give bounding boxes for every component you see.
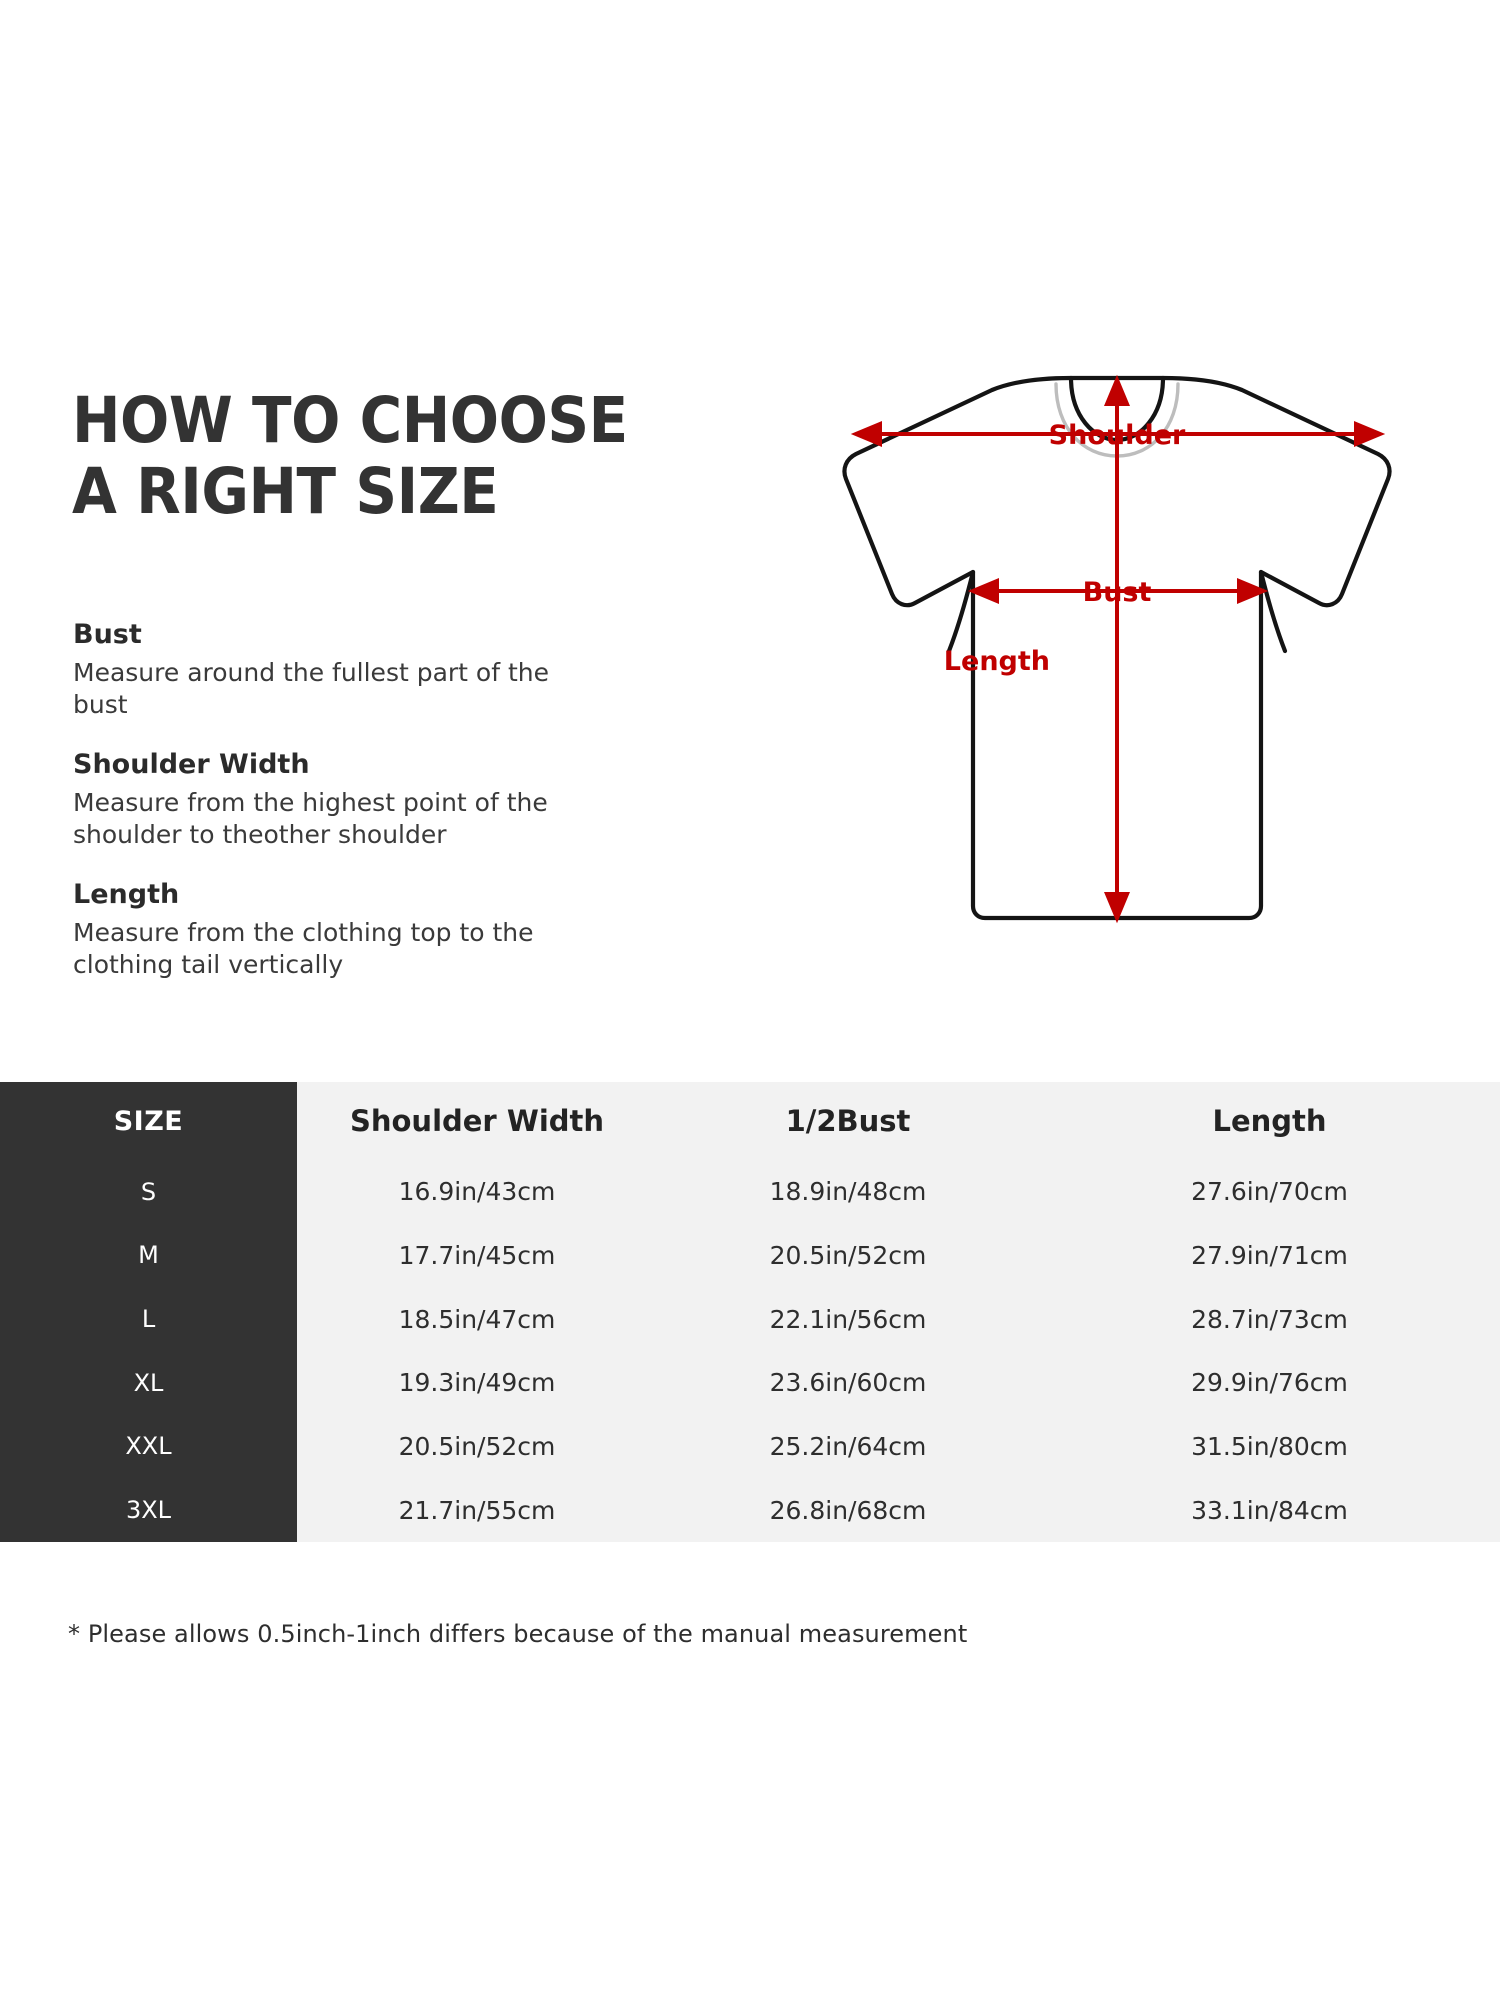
table-row: XL 19.3in/49cm 23.6in/60cm 29.9in/76cm (0, 1351, 1500, 1415)
data-columns-background (297, 1082, 1500, 1542)
measurement-disclaimer: * Please allows 0.5inch-1inch differs be… (68, 1620, 968, 1648)
table-row: 3XL 21.7in/55cm 26.8in/68cm 33.1in/84cm (0, 1478, 1500, 1542)
cell-shoulder-width: 17.7in/45cm (398, 1240, 556, 1270)
column-header-size: SIZE (113, 1105, 184, 1137)
tshirt-measurement-diagram: Shoulder Bust Length (760, 370, 1400, 1030)
size-table: SIZE Shoulder Width 1/2Bust Length S 16.… (0, 1082, 1500, 1542)
cell-size: 3XL (125, 1496, 172, 1525)
cell-half-bust: 25.2in/64cm (769, 1431, 927, 1461)
cell-size: XL (133, 1368, 164, 1397)
tshirt-sleeve-seam-icon (946, 569, 1288, 654)
cell-half-bust: 18.9in/48cm (769, 1177, 927, 1207)
cell-length: 27.9in/71cm (1191, 1240, 1348, 1270)
table-row: L 18.5in/47cm 22.1in/56cm 28.7in/73cm (0, 1287, 1500, 1351)
intro-section: HOW TO CHOOSE A RIGHT SIZE Bust Measure … (72, 370, 1400, 1030)
cell-length: 33.1in/84cm (1191, 1495, 1348, 1525)
length-measure-line (1104, 374, 1130, 924)
definition-term: Length (73, 879, 180, 911)
cell-shoulder-width: 16.9in/43cm (398, 1177, 556, 1207)
cell-half-bust: 22.1in/56cm (769, 1304, 927, 1334)
cell-half-bust: 23.6in/60cm (769, 1368, 927, 1398)
cell-shoulder-width: 18.5in/47cm (398, 1304, 556, 1334)
cell-length: 29.9in/76cm (1191, 1368, 1348, 1398)
table-row: S 16.9in/43cm 18.9in/48cm 27.6in/70cm (0, 1160, 1500, 1224)
cell-length: 31.5in/80cm (1191, 1431, 1348, 1461)
definition-length: Length Measure from the clothing top to … (73, 877, 673, 981)
column-header-half-bust: 1/2Bust (785, 1104, 911, 1138)
bust-label: Bust (1083, 577, 1152, 608)
cell-shoulder-width: 19.3in/49cm (398, 1368, 556, 1398)
definition-term: Bust (73, 619, 142, 650)
cell-half-bust: 20.5in/52cm (769, 1240, 927, 1270)
cell-length: 27.6in/70cm (1191, 1177, 1348, 1207)
cell-size: L (141, 1305, 156, 1334)
table-header-row: SIZE Shoulder Width 1/2Bust Length (0, 1082, 1500, 1160)
column-header-shoulder-width: Shoulder Width (349, 1104, 605, 1138)
table-row: M 17.7in/45cm 20.5in/52cm 27.9in/71cm (0, 1224, 1500, 1288)
measurement-definitions: Bust Measure around the fullest part of … (73, 617, 673, 1007)
definition-bust: Bust Measure around the fullest part of … (73, 617, 673, 721)
cell-size: M (138, 1241, 159, 1270)
shoulder-label: Shoulder (1049, 420, 1186, 451)
cell-length: 28.7in/73cm (1191, 1304, 1348, 1334)
cell-shoulder-width: 21.7in/55cm (398, 1495, 556, 1525)
length-label: Length (944, 646, 1050, 677)
cell-size: XXL (125, 1432, 172, 1461)
cell-half-bust: 26.8in/68cm (769, 1495, 927, 1525)
definition-shoulder-width: Shoulder Width Measure from the highest … (73, 747, 673, 851)
cell-size: S (140, 1177, 157, 1206)
definition-description: Measure from the clothing top to the clo… (73, 918, 534, 980)
definition-description: Measure around the fullest part of the b… (73, 658, 550, 720)
size-table-section: SIZE Shoulder Width 1/2Bust Length S 16.… (0, 1082, 1500, 1542)
cell-shoulder-width: 20.5in/52cm (398, 1431, 556, 1461)
table-row: XXL 20.5in/52cm 25.2in/64cm 31.5in/80cm (0, 1415, 1500, 1479)
size-column-background (0, 1082, 297, 1542)
column-header-length: Length (1212, 1104, 1327, 1138)
page-title: HOW TO CHOOSE A RIGHT SIZE (72, 384, 628, 528)
definition-term: Shoulder Width (73, 749, 310, 781)
definition-description: Measure from the highest point of the sh… (73, 788, 548, 850)
